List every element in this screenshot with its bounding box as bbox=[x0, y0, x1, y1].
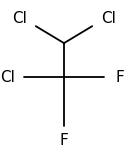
Text: F: F bbox=[60, 133, 68, 148]
Text: Cl: Cl bbox=[12, 11, 27, 26]
Text: Cl: Cl bbox=[101, 11, 116, 26]
Text: F: F bbox=[116, 69, 125, 85]
Text: Cl: Cl bbox=[0, 69, 15, 85]
